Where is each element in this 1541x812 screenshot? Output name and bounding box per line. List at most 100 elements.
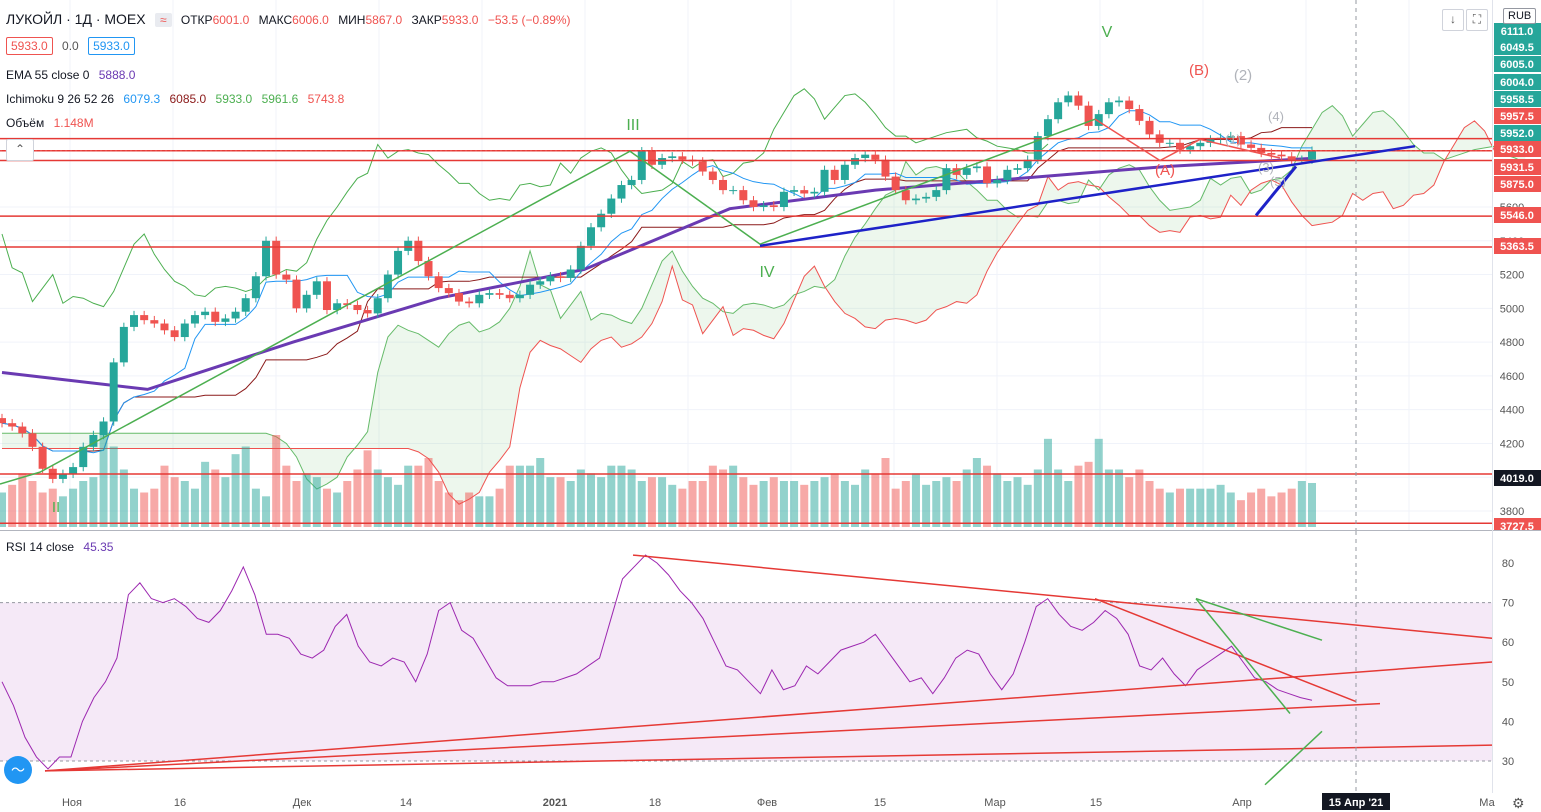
volume-bar [302, 473, 311, 527]
volume-bar [140, 492, 149, 527]
volume-bar [251, 488, 260, 527]
candle-body [221, 318, 230, 322]
elliott-wave-line [0, 118, 1096, 485]
ichimoku-legend[interactable]: Ichimoku 9 26 52 26 6079.3 6085.0 5933.0… [6, 92, 350, 106]
volume-bar [790, 481, 799, 527]
maximize-icon[interactable]: ⛶ [1466, 9, 1488, 31]
volume-label: Объём [6, 116, 45, 130]
settings-gear-icon[interactable]: ⚙ [1512, 795, 1525, 811]
candle-body [0, 418, 6, 424]
pane-separator[interactable] [0, 530, 1541, 531]
rsi-legend[interactable]: RSI 14 close 45.35 [6, 540, 119, 554]
candle-body [1115, 100, 1124, 103]
rsi-tick-label: 70 [1502, 598, 1514, 610]
volume-bar [881, 458, 890, 527]
ema-label: EMA 55 close 0 [6, 68, 90, 82]
volume-bar [708, 465, 717, 527]
candle-body [972, 166, 981, 169]
candle-body [658, 158, 667, 165]
candle-body [586, 227, 595, 246]
time-tick-label: 15 [874, 797, 886, 809]
high-value: 6006.0 [292, 13, 329, 27]
volume-bar [942, 477, 951, 527]
volume-bar [130, 488, 139, 527]
candle-body [79, 446, 88, 468]
time-axis[interactable]: Ноя 16 Дек 14 2021 18 Фев 15 Мар 15 Апр 15 Апр '21 М… [0, 793, 1541, 810]
time-tick-label: 15 [1090, 797, 1102, 809]
candle-body [69, 467, 78, 474]
volume-bar [779, 481, 788, 527]
volume-bar [1277, 492, 1286, 527]
candle-body [515, 294, 524, 299]
tradingview-logo-icon[interactable]: 〜 [4, 756, 32, 784]
wave-label: (1) [1225, 132, 1241, 147]
price-label-box [1494, 176, 1541, 192]
high-label: МАКС [258, 13, 293, 27]
compare-icon[interactable]: ≈ [154, 13, 172, 27]
download-icon[interactable]: ↓ [1442, 9, 1464, 31]
volume-bar [1064, 481, 1073, 527]
candle-body [840, 164, 849, 180]
volume-bar [1043, 438, 1052, 527]
currency-badge[interactable]: RUB [1503, 8, 1537, 24]
rsi-green-trend-line [1195, 598, 1291, 714]
open-label: ОТКР [180, 13, 213, 27]
buy-button[interactable]: 5933.0 [88, 37, 135, 55]
sell-button[interactable]: 5933.0 [6, 37, 53, 55]
volume-bar [333, 492, 342, 527]
volume-bar [1165, 492, 1174, 527]
candle-body [18, 426, 27, 434]
rsi-green-trend-line [1195, 597, 1323, 641]
volume-bar [800, 484, 809, 527]
candle-body [861, 154, 870, 159]
ema-value: 5888.0 [98, 68, 136, 82]
time-tick-label: Ноя [62, 797, 82, 809]
rsi-label: RSI 14 close [6, 540, 75, 554]
wave-label: IV [759, 264, 774, 281]
volume-bar [698, 481, 707, 527]
price-label: 5952.0 [1500, 128, 1534, 140]
candle-body [28, 433, 37, 447]
candle-body [140, 315, 149, 321]
volume-bar [79, 481, 88, 527]
volume-bar [292, 481, 301, 527]
candle-body [962, 168, 971, 175]
candle-body [932, 190, 941, 197]
candle-body [576, 245, 585, 270]
volume-bar [607, 465, 616, 527]
wave-label: V [1102, 24, 1113, 41]
candle-body [993, 179, 1002, 184]
rsi-green-trend-line [1264, 730, 1323, 786]
volume-legend[interactable]: Объём 1.148M [6, 116, 100, 130]
candle-body [526, 284, 535, 295]
rsi-line [1, 554, 1313, 770]
candle-body [353, 304, 362, 311]
volume-bar [1186, 488, 1195, 527]
volume-bar [526, 465, 535, 527]
price-axis-border [1492, 0, 1493, 793]
volume-bar [658, 477, 667, 527]
candle-body [1236, 136, 1245, 145]
ema-legend[interactable]: EMA 55 close 0 5888.0 [6, 68, 141, 82]
candle-body [627, 179, 636, 186]
candle-body [302, 294, 311, 309]
volume-bar [993, 473, 1002, 527]
collapse-legend-icon[interactable]: ⌃ [6, 139, 34, 161]
price-chart[interactable]: VIIIIVII(A)(B)(2)(4)(1)(3)(5)38004000420… [0, 0, 1541, 530]
symbol-title[interactable]: ЛУКОЙЛ · 1Д · MOEX [6, 11, 146, 27]
candle-body [150, 320, 159, 324]
volume-bar [58, 496, 67, 527]
ichimoku-chikou-line [1, 88, 1049, 308]
candle-body [901, 190, 910, 201]
volume-bar [99, 427, 108, 527]
rsi-chart[interactable]: 30 40 50 60 70 80 [0, 531, 1541, 793]
volume-bar [688, 481, 697, 527]
volume-bar [394, 484, 403, 527]
time-tick-label: 2021 [543, 797, 567, 809]
candle-body [1054, 102, 1063, 120]
volume-bar [1206, 488, 1215, 527]
wave-label: (4) [1268, 109, 1284, 124]
volume-bar [861, 469, 870, 527]
candle-body [160, 323, 169, 331]
